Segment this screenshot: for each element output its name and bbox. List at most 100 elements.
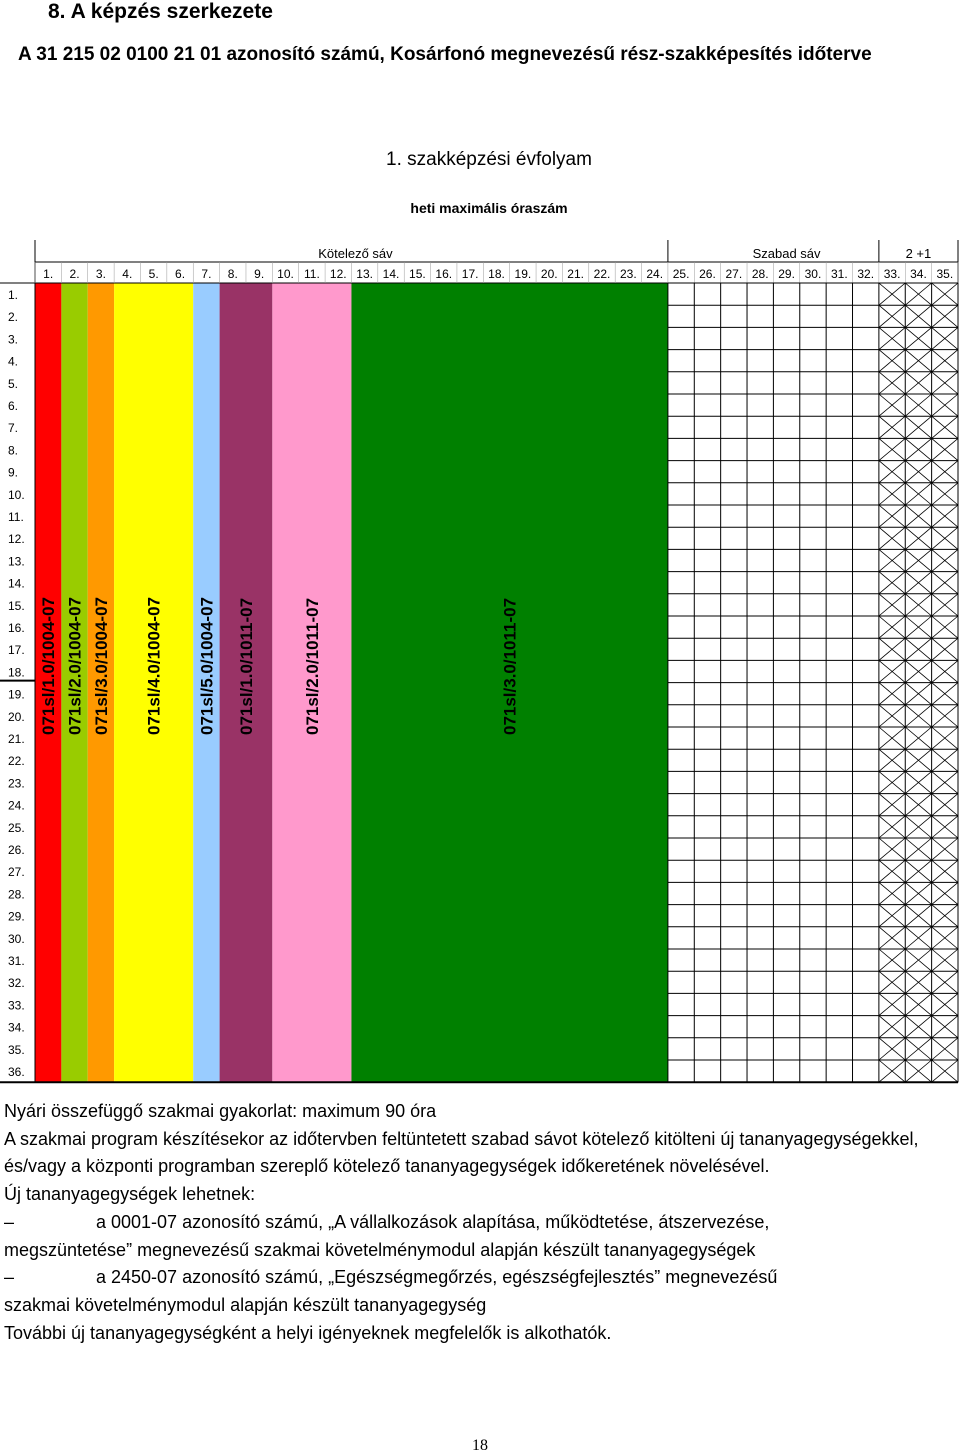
cross-mark bbox=[878, 948, 906, 972]
mandatory-band-label: Kötelező sáv bbox=[318, 246, 393, 261]
week-label: 2. bbox=[8, 310, 18, 324]
week-label: 32. bbox=[8, 976, 25, 990]
cross-mark bbox=[878, 904, 906, 928]
cross-mark bbox=[904, 682, 932, 706]
section-heading: 8. A képzés szerkezete bbox=[48, 0, 273, 23]
week-label: 25. bbox=[8, 821, 25, 835]
week-label: 34. bbox=[8, 1021, 25, 1035]
cross-mark bbox=[878, 993, 906, 1016]
cross-mark bbox=[931, 526, 959, 550]
cross-mark bbox=[931, 549, 959, 572]
cross-mark bbox=[878, 793, 906, 817]
cross-mark bbox=[878, 1059, 906, 1083]
week-label: 12. bbox=[8, 532, 25, 546]
cross-mark bbox=[904, 704, 932, 728]
extra-band-label: 2 +1 bbox=[906, 246, 932, 261]
cross-mark bbox=[904, 793, 932, 817]
week-label: 14. bbox=[8, 577, 25, 591]
week-label: 23. bbox=[8, 776, 25, 790]
week-label: 36. bbox=[8, 1065, 25, 1079]
cross-mark bbox=[931, 970, 959, 994]
hour-label: 12. bbox=[330, 267, 347, 281]
hour-label: 30. bbox=[805, 267, 822, 281]
cross-mark bbox=[878, 1037, 906, 1061]
new-unit-item-text: a 2450-07 azonosító számú, „Egészségmegő… bbox=[96, 1267, 778, 1288]
cross-mark bbox=[931, 993, 959, 1016]
module-label: 071sl/3.0/1004-07 bbox=[92, 597, 111, 735]
week-label: 21. bbox=[8, 732, 25, 746]
cross-mark bbox=[931, 815, 959, 839]
cross-mark bbox=[904, 282, 932, 306]
cross-mark bbox=[904, 1015, 932, 1039]
cross-mark bbox=[931, 593, 959, 617]
cross-mark bbox=[931, 327, 959, 350]
module-band bbox=[114, 283, 194, 1083]
cross-mark bbox=[878, 726, 906, 750]
cross-mark bbox=[904, 726, 932, 750]
cross-mark bbox=[904, 393, 932, 417]
week-label: 1. bbox=[8, 288, 18, 302]
cross-mark bbox=[904, 637, 932, 661]
cross-mark bbox=[904, 615, 932, 639]
hour-label: 27. bbox=[725, 267, 742, 281]
cross-mark bbox=[904, 837, 932, 861]
cross-mark bbox=[904, 815, 932, 839]
cross-mark bbox=[878, 460, 906, 484]
schedule-title: A 31 215 02 0100 21 01 azonosító számú, … bbox=[18, 44, 872, 65]
module-band bbox=[87, 283, 115, 1083]
cross-mark bbox=[878, 371, 906, 395]
week-label: 13. bbox=[8, 554, 25, 568]
hour-label: 35. bbox=[936, 267, 953, 281]
cross-mark bbox=[931, 1037, 959, 1061]
cross-mark bbox=[878, 660, 906, 683]
new-unit-item-text: a 0001-07 azonosító számú, „A vállalkozá… bbox=[96, 1211, 770, 1232]
week-label: 27. bbox=[8, 865, 25, 879]
hour-label: 29. bbox=[778, 267, 795, 281]
new-unit-item-continued: megszüntetése” megnevezésű szakmai követ… bbox=[4, 1239, 756, 1260]
week-label: 6. bbox=[8, 399, 18, 413]
cross-mark bbox=[904, 571, 932, 595]
cross-mark bbox=[931, 349, 959, 373]
hour-label: 25. bbox=[673, 267, 690, 281]
local-units-note: További új tananyagegységként a helyi ig… bbox=[4, 1322, 612, 1343]
notes-block: Nyári összefüggő szakmai gyakorlat: maxi… bbox=[4, 1098, 956, 1347]
cross-mark bbox=[904, 304, 932, 328]
cross-mark bbox=[904, 970, 932, 994]
cross-mark bbox=[904, 415, 932, 439]
cross-mark bbox=[878, 349, 906, 373]
hour-label: 11. bbox=[304, 267, 320, 281]
hour-label: 31. bbox=[831, 267, 848, 281]
program-note: A szakmai program készítésekor az időter… bbox=[4, 1128, 919, 1177]
new-units-heading: Új tananyagegységek lehetnek: bbox=[4, 1184, 256, 1205]
hour-label: 26. bbox=[699, 267, 716, 281]
cross-mark bbox=[904, 371, 932, 395]
module-label: 071sl/3.0/1011-07 bbox=[501, 598, 520, 735]
cross-mark bbox=[878, 615, 906, 639]
cross-mark bbox=[904, 327, 932, 350]
week-label: 8. bbox=[8, 443, 18, 457]
module-label: 071sl/1.0/1004-07 bbox=[39, 597, 58, 735]
cross-mark bbox=[931, 904, 959, 928]
cross-mark bbox=[904, 904, 932, 928]
cross-mark bbox=[878, 882, 906, 905]
week-label: 17. bbox=[8, 643, 25, 657]
cross-mark bbox=[878, 748, 906, 772]
cross-mark bbox=[878, 304, 906, 328]
hour-label: 24. bbox=[646, 267, 663, 281]
cross-mark bbox=[931, 859, 959, 883]
week-label: 5. bbox=[8, 377, 18, 391]
hour-label: 6. bbox=[175, 267, 185, 281]
cross-mark bbox=[931, 304, 959, 328]
cross-mark bbox=[878, 637, 906, 661]
cross-mark bbox=[878, 549, 906, 572]
cross-mark bbox=[878, 970, 906, 994]
module-label: 071sl/2.0/1004-07 bbox=[66, 597, 85, 735]
cross-mark bbox=[931, 438, 959, 461]
module-label: 071sl/4.0/1004-07 bbox=[145, 597, 164, 735]
new-unit-item: – a 0001-07 azonosító számú, „A vállalko… bbox=[4, 1209, 956, 1237]
cross-mark bbox=[904, 1059, 932, 1083]
week-label: 16. bbox=[8, 621, 25, 635]
cross-mark bbox=[878, 526, 906, 550]
cross-mark bbox=[904, 526, 932, 550]
week-label: 26. bbox=[8, 843, 25, 857]
